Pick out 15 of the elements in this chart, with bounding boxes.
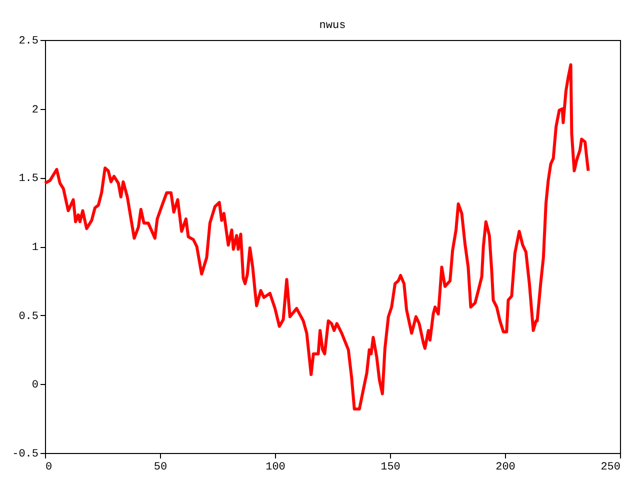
line-series bbox=[44, 63, 590, 410]
y-tick-label: -0.5 bbox=[12, 448, 38, 460]
y-tick-label: 0.5 bbox=[18, 310, 38, 323]
x-tick-label: 150 bbox=[380, 462, 400, 474]
x-tick-label: 0 bbox=[46, 462, 52, 474]
x-tick-label: 100 bbox=[266, 462, 286, 474]
chart-title: nwus bbox=[319, 20, 346, 32]
x-tick-label: 250 bbox=[600, 462, 620, 474]
x-tick-label: 50 bbox=[154, 462, 168, 474]
y-tick-label: 2 bbox=[32, 104, 38, 116]
y-tick-label: 1.5 bbox=[18, 173, 38, 186]
y-tick-label: 1 bbox=[32, 242, 39, 254]
x-tick-label: 200 bbox=[496, 462, 516, 474]
y-tick-label: 2.5 bbox=[18, 36, 38, 48]
y-tick-label: 0 bbox=[32, 380, 38, 392]
